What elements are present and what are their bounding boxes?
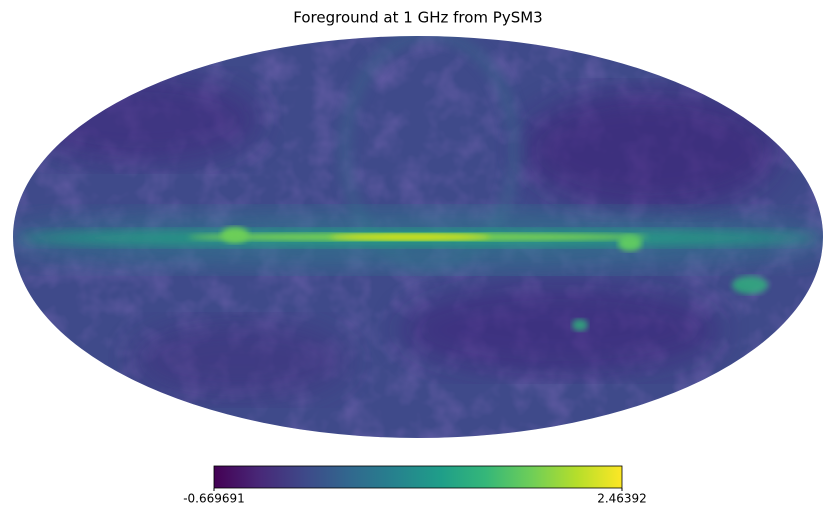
colorbar-label: 2.46392 — [597, 492, 647, 506]
sky-map — [13, 36, 823, 438]
colorbar — [213, 465, 623, 489]
chart-title: Foreground at 1 GHz from PySM3 — [293, 9, 542, 27]
colorbar-label: -0.669691 — [183, 492, 245, 506]
